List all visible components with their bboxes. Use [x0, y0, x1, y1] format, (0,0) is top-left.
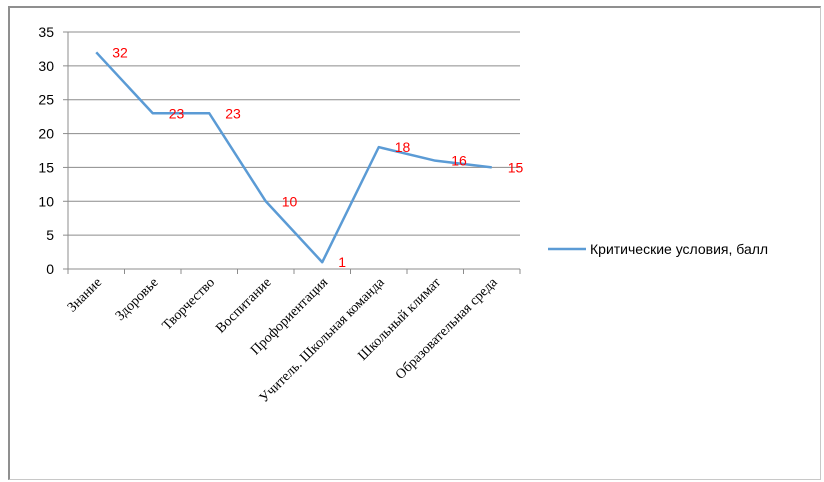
y-tick-label: 5 — [46, 227, 54, 243]
series-line — [95, 51, 492, 264]
y-tick-label: 15 — [38, 159, 54, 175]
data-label: 10 — [282, 193, 298, 209]
x-axis — [67, 32, 521, 274]
y-tick-label: 30 — [38, 58, 54, 74]
series-lines — [95, 51, 492, 264]
gridlines — [63, 31, 520, 270]
x-category-label: Здоровье — [113, 275, 162, 324]
y-tick-label: 0 — [46, 261, 54, 277]
data-label: 18 — [395, 139, 411, 155]
data-labels: 32 23 23 10 1 18 16 15 — [112, 44, 523, 270]
y-tick-label: 25 — [38, 92, 54, 108]
legend: Критические условия, балл — [548, 241, 768, 257]
x-axis-category-labels: Знание ЗдоровьеТворчествоВоспитаниеПрофор… — [65, 275, 501, 406]
x-category-label: Воспитание — [213, 275, 274, 336]
y-axis-tick-labels: 0 5 10 15 20 25 30 35 — [38, 24, 54, 277]
x-category-label: Образовательная среда — [393, 275, 501, 383]
x-category-label: Творчество — [160, 275, 218, 333]
y-tick-label: 10 — [38, 193, 54, 209]
data-label: 23 — [169, 105, 185, 121]
legend-label: Критические условия, балл — [590, 241, 768, 257]
data-label: 1 — [338, 254, 346, 270]
y-tick-label: 35 — [38, 24, 54, 40]
data-label: 16 — [451, 153, 467, 169]
y-tick-label: 20 — [38, 126, 54, 142]
x-category-label: Знание — [65, 275, 105, 315]
data-label: 15 — [508, 159, 524, 175]
data-label: 23 — [225, 105, 241, 121]
chart-frame — [8, 6, 821, 480]
data-label: 32 — [112, 44, 128, 60]
